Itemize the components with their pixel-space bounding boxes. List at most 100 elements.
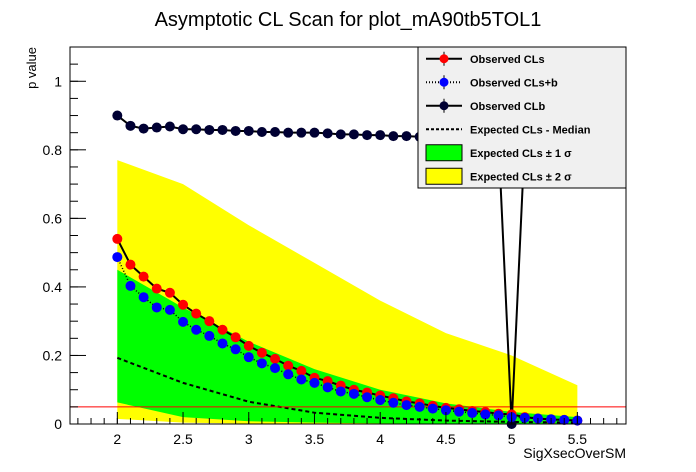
y-tick-label: 0	[54, 416, 62, 432]
observed-cls-b-point	[178, 316, 189, 327]
observed-cls-point	[283, 360, 294, 371]
legend-entry-label: Observed CLb	[470, 101, 545, 113]
observed-clb-point	[217, 124, 228, 135]
observed-cls-b-point	[401, 400, 412, 411]
x-tick-label: 5.5	[568, 431, 588, 447]
observed-clb-point	[112, 110, 123, 121]
observed-cls-point	[164, 287, 175, 298]
observed-cls-b-line	[116, 256, 578, 422]
observed-clb-point	[256, 126, 267, 137]
legend-box	[417, 46, 627, 189]
observed-clb-point	[151, 122, 162, 133]
observed-cls-b-point	[427, 403, 438, 414]
observed-cls-b-point	[296, 374, 307, 385]
observed-clb-point	[191, 124, 202, 135]
observed-cls-point	[256, 347, 267, 358]
observed-cls-b-point	[309, 377, 320, 388]
observed-cls-b-point	[519, 412, 530, 423]
observed-cls-point	[204, 316, 215, 327]
chart-title: Asymptotic CL Scan for plot_mA90tb5TOL1	[155, 9, 542, 31]
observed-cls-b-point	[388, 397, 399, 408]
legend-marker-icon	[439, 101, 449, 111]
observed-cls-point	[217, 324, 228, 335]
observed-cls-b-point	[414, 401, 425, 412]
observed-cls-point	[296, 365, 307, 376]
legend-marker-icon	[439, 77, 449, 87]
y-axis-label: p value	[24, 47, 39, 89]
observed-clb-point	[125, 120, 136, 131]
observed-clb-point	[138, 123, 149, 134]
legend-swatch-icon	[425, 144, 463, 162]
observed-clb-point	[204, 124, 215, 135]
observed-cls-point	[191, 308, 202, 319]
legend-entry-label: Observed CLs+b	[470, 77, 558, 89]
legend-entry-label: Expected CLs ± 1 σ	[470, 148, 572, 160]
y-tick-label: 0.6	[43, 210, 63, 226]
observed-cls-b-point	[191, 324, 202, 335]
observed-cls-point	[125, 259, 136, 270]
observed-cls-b-point	[270, 363, 281, 374]
observed-clb-point	[362, 130, 373, 141]
legend-swatch-icon	[425, 167, 463, 185]
observed-cls-b-point	[217, 338, 228, 349]
legend-entry-label: Observed CLs	[470, 54, 545, 66]
x-axis-label: SigXsecOverSM	[523, 445, 626, 461]
y-tick-label: 1	[54, 73, 62, 89]
observed-cls-b-point	[230, 344, 241, 355]
observed-cls-b-point	[256, 358, 267, 369]
y-tick-label: 0.8	[43, 142, 63, 158]
observed-clb-point	[375, 130, 386, 141]
observed-clb-point	[164, 121, 175, 132]
observed-cls-point	[178, 299, 189, 310]
x-tick-label: 3	[245, 431, 253, 447]
observed-cls-b-point	[243, 352, 254, 363]
band-1-sigma	[117, 269, 578, 424]
observed-cls-b-point	[322, 382, 333, 393]
x-tick-label: 3.5	[305, 431, 325, 447]
observed-clb-point	[348, 129, 359, 140]
observed-cls-b-point	[164, 304, 175, 315]
observed-cls-b-point	[125, 280, 136, 291]
observed-clb-point	[309, 127, 320, 138]
observed-clb-point	[230, 125, 241, 136]
observed-clb-point	[322, 128, 333, 139]
observed-cls-b-point	[348, 388, 359, 399]
x-tick-label: 2.5	[173, 431, 193, 447]
y-tick-label: 0.2	[43, 347, 63, 363]
observed-clb-point	[401, 131, 412, 142]
observed-clb-point	[283, 127, 294, 138]
observed-clb-point	[243, 125, 254, 136]
observed-cls-point	[138, 271, 149, 282]
legend-entry-label: Expected CLs - Median	[470, 124, 591, 136]
expected-median-line	[116, 356, 578, 424]
observed-clb-point	[270, 126, 281, 137]
observed-cls-point	[230, 332, 241, 343]
observed-cls-b-point	[480, 409, 491, 420]
observed-cls-b-point	[335, 386, 346, 397]
observed-cls-b-point	[138, 292, 149, 303]
observed-clb-point	[335, 129, 346, 140]
observed-cls-b-point	[204, 330, 215, 341]
y-tick-label: 0.4	[43, 279, 63, 295]
observed-cls-b-point	[283, 369, 294, 380]
observed-cls-b-point	[467, 408, 478, 419]
legend-marker-icon	[439, 54, 449, 64]
legend-entry-label: Expected CLs ± 2 σ	[470, 171, 572, 183]
x-tick-label: 4.5	[436, 431, 456, 447]
observed-cls-point	[243, 340, 254, 351]
observed-cls-point	[270, 353, 281, 364]
observed-cls-b-point	[493, 410, 504, 421]
x-tick-label: 5	[508, 431, 516, 447]
observed-cls-b-point	[454, 406, 465, 417]
x-tick-label: 2	[113, 431, 121, 447]
observed-cls-b-point	[375, 395, 386, 406]
observed-cls-point	[112, 233, 123, 244]
x-tick-label: 4	[376, 431, 384, 447]
observed-cls-b-point	[112, 252, 123, 263]
observed-cls-b-point	[362, 392, 373, 403]
observed-cls-point	[151, 283, 162, 294]
observed-cls-b-point	[440, 405, 451, 416]
observed-clb-point	[296, 127, 307, 138]
